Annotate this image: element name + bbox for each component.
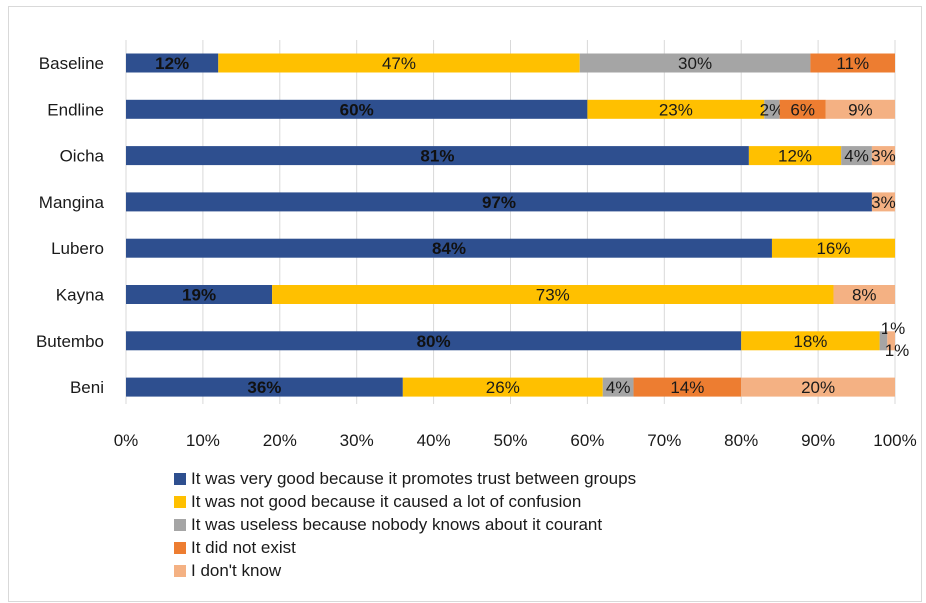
x-tick-label: 80% xyxy=(724,431,758,450)
bar-segment xyxy=(218,53,580,73)
data-label: 9% xyxy=(848,100,873,119)
data-label: 4% xyxy=(606,378,631,397)
legend-item: It did not exist xyxy=(174,536,636,559)
data-label: 97% xyxy=(482,193,516,212)
category-label: Beni xyxy=(70,378,104,397)
x-tick-label: 40% xyxy=(417,431,451,450)
data-label: 3% xyxy=(871,147,896,166)
x-tick-label: 0% xyxy=(114,431,139,450)
data-label: 16% xyxy=(816,239,850,258)
bar-segment xyxy=(887,331,895,351)
data-label: 36% xyxy=(247,378,281,397)
data-label: 47% xyxy=(382,54,416,73)
legend-swatch xyxy=(174,518,186,531)
bar-segment xyxy=(741,377,895,397)
category-label: Baseline xyxy=(39,54,104,73)
bar-segment xyxy=(764,99,780,119)
bar-segment xyxy=(779,99,826,119)
bar-segment xyxy=(126,53,219,73)
bar-segment xyxy=(841,146,872,166)
bar-segment xyxy=(833,285,895,304)
bar-segment xyxy=(871,146,895,166)
legend-item: I don't know xyxy=(174,559,636,582)
legend-label: I don't know xyxy=(191,560,282,580)
bar-segment xyxy=(126,285,273,304)
bar-segment xyxy=(825,99,895,119)
bar-segment xyxy=(741,331,880,351)
legend-item: It was not good because it caused a lot … xyxy=(174,490,636,513)
bar-segment xyxy=(126,146,749,166)
legend-item: It was useless because nobody knows abou… xyxy=(174,513,636,536)
data-label: 84% xyxy=(432,239,466,258)
x-tick-label: 60% xyxy=(570,431,604,450)
chart-frame xyxy=(8,6,922,602)
legend-swatch xyxy=(174,541,186,554)
bar-segment xyxy=(402,377,603,397)
data-label: 1% xyxy=(881,319,906,338)
category-label: Mangina xyxy=(39,193,105,212)
data-label: 1% xyxy=(885,341,910,360)
data-label: 20% xyxy=(801,378,835,397)
legend-swatch xyxy=(174,495,186,508)
bar-segment xyxy=(587,99,765,119)
x-tick-label: 100% xyxy=(873,431,916,450)
x-tick-label: 70% xyxy=(647,431,681,450)
data-label: 80% xyxy=(417,332,451,351)
bar-segment xyxy=(879,331,888,351)
bar-segment xyxy=(126,99,588,119)
legend-label: It was not good because it caused a lot … xyxy=(191,491,582,511)
data-label: 12% xyxy=(778,147,812,166)
legend-label: It did not exist xyxy=(191,537,296,557)
bar-segment xyxy=(272,285,834,304)
data-label: 18% xyxy=(793,332,827,351)
legend-swatch xyxy=(174,564,186,577)
bar-segment xyxy=(771,238,895,258)
bar-segment xyxy=(579,53,811,73)
category-label: Lubero xyxy=(51,239,104,258)
category-label: Butembo xyxy=(36,332,104,351)
bar-segment xyxy=(126,331,742,351)
x-tick-label: 90% xyxy=(801,431,835,450)
data-label: 81% xyxy=(420,147,454,166)
data-label: 12% xyxy=(155,54,189,73)
x-tick-label: 20% xyxy=(263,431,297,450)
chart-legend: It was very good because it promotes tru… xyxy=(174,467,636,582)
legend-label: It was very good because it promotes tru… xyxy=(191,468,637,488)
bar-segment xyxy=(810,53,895,73)
data-label: 3% xyxy=(871,193,896,212)
category-label: Endline xyxy=(47,100,104,119)
legend-swatch xyxy=(174,472,186,485)
bar-segment xyxy=(602,377,634,397)
legend-label: It was useless because nobody knows abou… xyxy=(191,514,603,534)
x-tick-label: 50% xyxy=(493,431,527,450)
bar-segment xyxy=(126,238,772,258)
data-label: 6% xyxy=(790,100,815,119)
category-label: Oicha xyxy=(60,147,105,166)
data-label: 60% xyxy=(340,100,374,119)
legend-item: It was very good because it promotes tru… xyxy=(174,467,636,490)
x-tick-label: 30% xyxy=(340,431,374,450)
data-label: 14% xyxy=(670,378,704,397)
bar-segment xyxy=(871,192,895,212)
bar-segment xyxy=(126,192,872,212)
data-label: 19% xyxy=(182,286,216,305)
data-label: 8% xyxy=(852,286,877,305)
data-label: 11% xyxy=(836,54,869,73)
data-label: 26% xyxy=(486,378,520,397)
category-label: Kayna xyxy=(56,286,105,305)
data-label: 2% xyxy=(760,100,785,119)
stacked-bar-chart: 0% 10% 20% 30% 40% 50% 60% 70% 80% 90% 100% Baselin… xyxy=(36,40,917,450)
bar-segment xyxy=(633,377,742,397)
data-label: 23% xyxy=(659,100,693,119)
data-label: 4% xyxy=(844,147,869,166)
data-label: 30% xyxy=(678,54,712,73)
bar-segment xyxy=(126,377,403,397)
x-tick-label: 10% xyxy=(186,431,220,450)
bar-segment xyxy=(748,146,842,166)
data-label: 73% xyxy=(536,286,570,305)
